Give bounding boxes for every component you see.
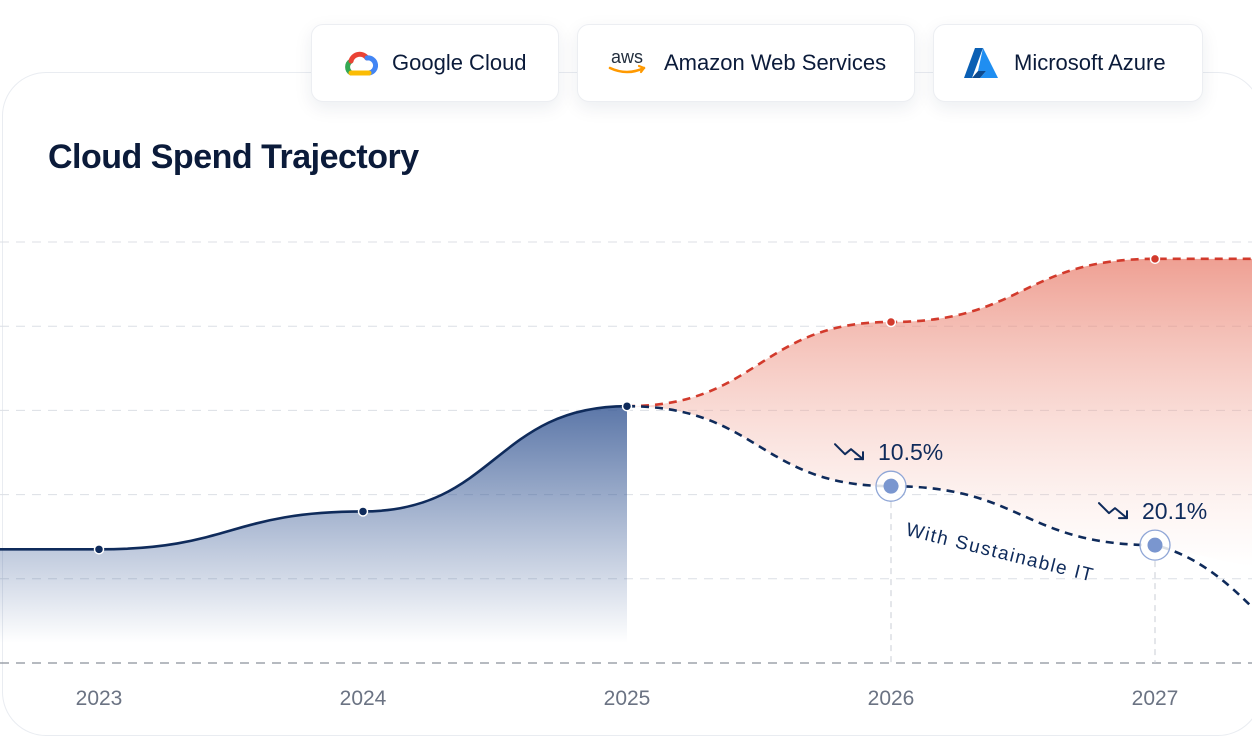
google-cloud-icon xyxy=(342,49,378,77)
trend-arrow xyxy=(1118,510,1128,520)
x-tick-label: 2027 xyxy=(1132,687,1179,710)
chart-areas xyxy=(0,258,1252,643)
trend-line xyxy=(834,443,864,461)
data-point xyxy=(93,544,105,555)
data-point xyxy=(883,478,899,494)
x-tick-label: 2025 xyxy=(604,687,651,710)
data-point xyxy=(357,506,369,517)
data-point xyxy=(1147,537,1163,553)
azure-icon xyxy=(962,46,1000,80)
trend-down-icon xyxy=(1098,502,1128,520)
change-label: 20.1% xyxy=(1142,498,1207,524)
x-tick-label: 2023 xyxy=(76,687,123,710)
aws-icon: aws xyxy=(604,47,650,79)
data-point xyxy=(885,316,897,328)
azure-badge: Microsoft Azure xyxy=(933,24,1203,102)
trend-arrow xyxy=(854,451,864,461)
provider-badges: Google Cloud aws Amazon Web Services Mic… xyxy=(0,24,1252,104)
trend-down-icon xyxy=(834,443,864,461)
svg-text:aws: aws xyxy=(611,47,643,67)
provider-name: Google Cloud xyxy=(392,50,527,75)
change-label: 10.5% xyxy=(878,439,943,465)
projected-spend-area xyxy=(627,258,1252,568)
actual-spend-area xyxy=(0,406,627,643)
aws-badge: aws Amazon Web Services xyxy=(577,24,915,102)
data-point xyxy=(1149,253,1161,265)
provider-name: Amazon Web Services xyxy=(664,50,887,75)
chart-title: Cloud Spend Trajectory xyxy=(48,138,419,176)
chart-points xyxy=(93,253,1171,561)
x-tick-label: 2026 xyxy=(868,687,915,710)
provider-name: Microsoft Azure xyxy=(1014,50,1166,75)
trend-line xyxy=(1098,502,1128,520)
google-cloud-badge: Google Cloud xyxy=(311,24,559,102)
sustainable-it-line xyxy=(626,404,1252,609)
x-tick-label: 2024 xyxy=(340,687,387,710)
data-point xyxy=(621,400,633,412)
